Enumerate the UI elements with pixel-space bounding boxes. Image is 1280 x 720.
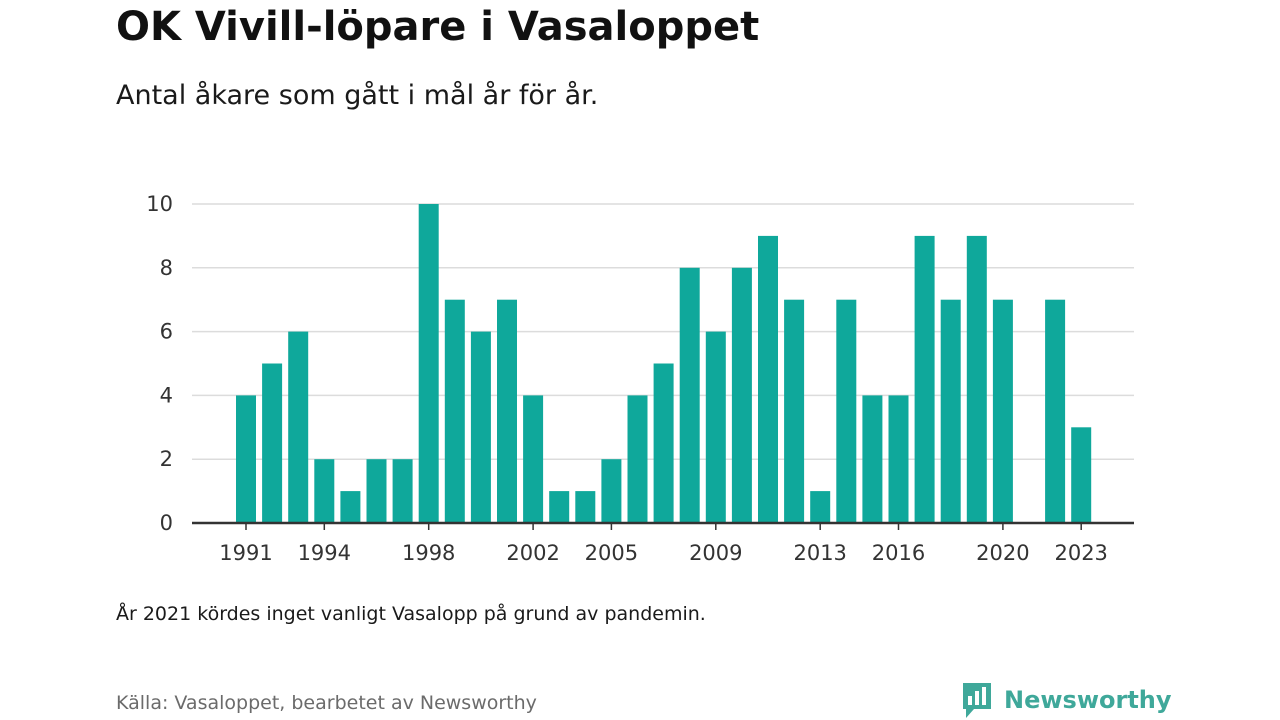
y-tick-label: 2 xyxy=(160,447,173,471)
bar-1999 xyxy=(444,299,465,523)
bar-2018 xyxy=(940,299,961,523)
bar-2017 xyxy=(914,235,935,523)
bar-2003 xyxy=(549,491,570,523)
bar-2019 xyxy=(966,235,987,523)
bar-2006 xyxy=(627,395,648,523)
chart-note: År 2021 kördes inget vanligt Vasalopp på… xyxy=(116,603,706,625)
x-tick-label: 1991 xyxy=(219,541,272,565)
bar-2001 xyxy=(497,299,517,523)
bar-2009 xyxy=(705,331,726,523)
bar-1991 xyxy=(236,395,256,523)
x-tick-label: 1994 xyxy=(298,541,351,565)
bar-2015 xyxy=(862,395,883,523)
bar-2004 xyxy=(575,491,596,523)
x-tick-label: 1998 xyxy=(402,541,455,565)
x-tick-label: 2020 xyxy=(976,541,1029,565)
x-tick-label: 2023 xyxy=(1054,541,1107,565)
bar-1994 xyxy=(314,459,335,523)
y-tick-label: 4 xyxy=(160,383,173,407)
x-tick-label: 2005 xyxy=(585,541,638,565)
bar-2010 xyxy=(731,267,752,523)
x-tick-label: 2002 xyxy=(506,541,559,565)
bar-2014 xyxy=(836,299,857,523)
bars xyxy=(236,204,1092,523)
bar-2016 xyxy=(888,395,909,523)
bar-chart: 0 2 4 6 8 10 1991 1994 1998 2002 2005 2009 2013 2016 2… xyxy=(146,192,1134,565)
chart-title: OK Vivill-löpare i Vasaloppet xyxy=(116,4,760,50)
bar-2012 xyxy=(784,299,805,523)
bar-chart-speech-bubble-icon xyxy=(963,683,991,718)
bar-2020 xyxy=(992,299,1013,523)
bar-1998 xyxy=(418,204,439,523)
bar-2013 xyxy=(810,491,831,523)
y-tick-label: 8 xyxy=(160,256,173,280)
bar-2000 xyxy=(470,331,491,523)
bar-2002 xyxy=(523,395,544,523)
y-tick-label: 0 xyxy=(160,511,173,535)
bar-1992 xyxy=(262,363,283,523)
bar-2007 xyxy=(653,363,674,523)
x-tick-label: 2009 xyxy=(689,541,742,565)
bar-2023 xyxy=(1071,427,1092,523)
chart-subtitle: Antal åkare som gått i mål år för år. xyxy=(116,80,599,111)
source-credit: Källa: Vasaloppet, bearbetet av Newswort… xyxy=(116,692,537,714)
bar-1993 xyxy=(288,331,309,523)
bar-2008 xyxy=(679,267,700,523)
y-tick-label: 6 xyxy=(160,320,173,344)
y-tick-label: 10 xyxy=(146,192,173,216)
newsworthy-logo: Newsworthy xyxy=(960,680,1172,720)
bar-2011 xyxy=(758,235,778,523)
bar-2022 xyxy=(1045,299,1066,523)
bar-1995 xyxy=(340,491,361,523)
bar-1997 xyxy=(392,459,413,523)
axes: 0 2 4 6 8 10 1991 1994 1998 2002 2005 2009 2013 2016 2… xyxy=(146,192,1134,565)
x-tick-label: 2016 xyxy=(872,541,925,565)
logo-text: Newsworthy xyxy=(1004,686,1172,714)
x-tick-label: 2013 xyxy=(793,541,846,565)
bar-1996 xyxy=(366,459,387,523)
bar-2005 xyxy=(601,459,622,523)
